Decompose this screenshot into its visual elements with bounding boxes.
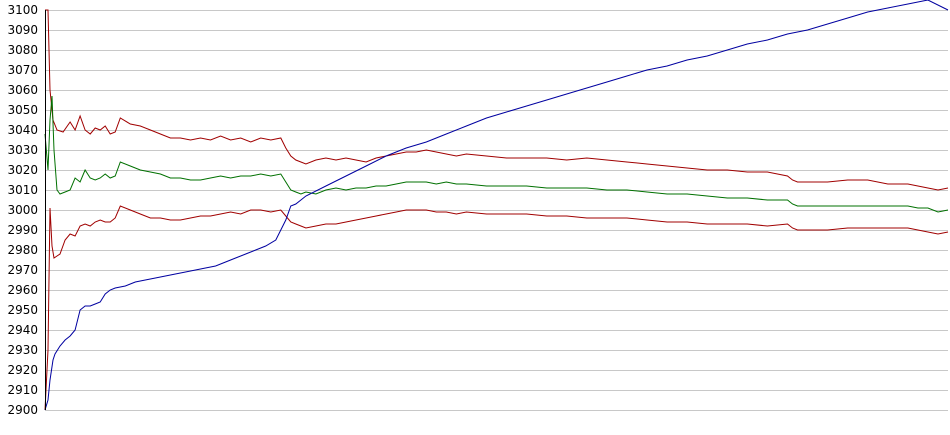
y-tick-label: 3000 xyxy=(7,203,38,217)
y-tick-label: 2930 xyxy=(7,343,38,357)
y-tick-label: 2920 xyxy=(7,363,38,377)
y-tick-label: 2940 xyxy=(7,323,38,337)
y-tick-label: 3020 xyxy=(7,163,38,177)
y-tick-label: 2970 xyxy=(7,263,38,277)
y-tick-label: 2910 xyxy=(7,383,38,397)
trend-line xyxy=(44,0,949,411)
y-tick-label: 2980 xyxy=(7,243,38,257)
upper-band-line xyxy=(45,9,949,191)
y-tick-label: 3030 xyxy=(7,143,38,157)
y-tick-label: 3040 xyxy=(7,123,38,137)
grid-lines xyxy=(45,10,948,411)
y-tick-label: 3050 xyxy=(7,103,38,117)
y-tick-label: 2950 xyxy=(7,303,38,317)
y-tick-label: 3010 xyxy=(7,183,38,197)
y-axis-tick-labels: 2900 2910 2920 2930 2940 2950 2960 2970 2980 2990… xyxy=(7,3,38,417)
series-lines xyxy=(44,0,949,411)
y-tick-label: 3090 xyxy=(7,23,38,37)
y-tick-label: 3070 xyxy=(7,63,38,77)
y-tick-label: 2990 xyxy=(7,223,38,237)
lower-band-line xyxy=(44,205,949,411)
y-tick-label: 2960 xyxy=(7,283,38,297)
y-tick-label: 3080 xyxy=(7,43,38,57)
middle-line xyxy=(44,95,949,213)
y-tick-label: 3060 xyxy=(7,83,38,97)
y-tick-label: 3100 xyxy=(7,3,38,17)
y-tick-label: 2900 xyxy=(7,403,38,417)
